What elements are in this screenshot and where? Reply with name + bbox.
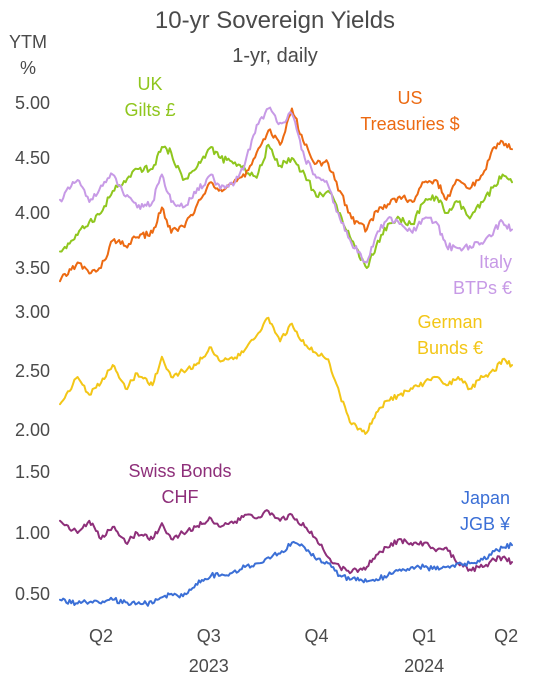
- series-label-btps: BTPs €: [453, 278, 512, 298]
- series-label-jgb: JGB ¥: [460, 514, 511, 534]
- y-tick-label: 1.00: [15, 523, 50, 543]
- chart-marks: 5.00 4.50 4.00 3.50 UK Gilts £ US Treasuries $ I…: [15, 74, 518, 676]
- series-label-btps: Italy: [479, 252, 512, 272]
- chart-title: 10-yr Sovereign Yields: [155, 7, 395, 34]
- x-tick-label: Q4: [304, 626, 328, 646]
- y-axis-title: YTM: [9, 32, 47, 52]
- y-tick-label: 4.50: [15, 148, 50, 168]
- series-label-swiss: CHF: [162, 487, 199, 507]
- series-label-bunds: Bunds €: [417, 338, 483, 358]
- x-year-label: 2024: [404, 656, 444, 676]
- series-line-swiss: [59, 509, 513, 575]
- x-year-label: 2023: [189, 656, 229, 676]
- y-tick-label: 3.00: [15, 302, 50, 322]
- series-label-gilts: UK: [137, 74, 162, 94]
- x-tick-label: Q1: [412, 626, 436, 646]
- y-tick-label: 4.00: [15, 203, 50, 223]
- y-tick-label: 5.00: [15, 93, 50, 113]
- series-label-gilts: Gilts £: [124, 100, 175, 120]
- chart-subtitle: 1-yr, daily: [232, 45, 318, 67]
- series-line-ust: [59, 107, 513, 283]
- y-axis-unit: %: [20, 58, 36, 78]
- y-tick-label: 0.50: [15, 584, 50, 604]
- y-tick-label: 2.00: [15, 420, 50, 440]
- y-tick-label: 1.50: [15, 462, 50, 482]
- series-label-swiss: Swiss Bonds: [128, 461, 231, 481]
- series-line-gilts: [59, 143, 513, 269]
- series-line-jgb: [59, 540, 513, 607]
- series-line-bunds: [59, 316, 513, 435]
- series-line-btps: [59, 106, 513, 264]
- x-tick-label: Q2: [89, 626, 113, 646]
- series-label-ust: US: [397, 88, 422, 108]
- y-tick-label: 2.50: [15, 361, 50, 381]
- x-tick-label: Q2: [494, 626, 518, 646]
- series-label-jgb: Japan: [461, 488, 510, 508]
- x-tick-label: Q3: [197, 626, 221, 646]
- y-tick-label: 3.50: [15, 258, 50, 278]
- series-label-bunds: German: [417, 312, 482, 332]
- series-label-ust: Treasuries $: [360, 114, 459, 134]
